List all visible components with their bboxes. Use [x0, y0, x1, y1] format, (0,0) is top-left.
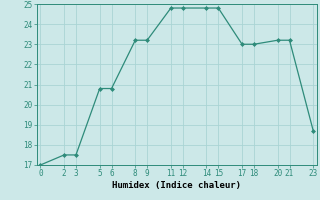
- X-axis label: Humidex (Indice chaleur): Humidex (Indice chaleur): [112, 181, 241, 190]
